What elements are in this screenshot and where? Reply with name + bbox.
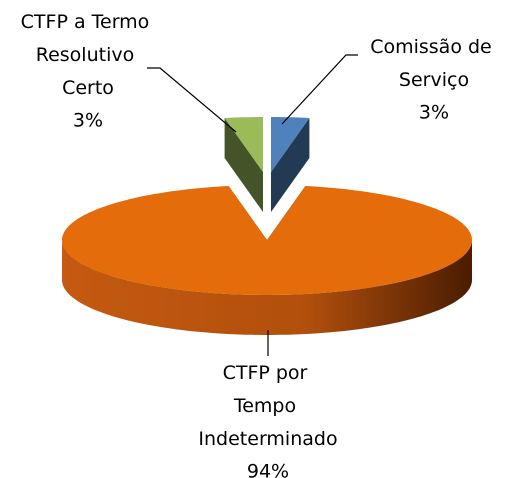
slice-top: [62, 186, 472, 295]
slice-label: CTFP a Termo Resolutivo Certo: [21, 11, 156, 99]
value-label: 3%: [73, 110, 103, 132]
slice-top: [271, 117, 310, 172]
leader-line: [147, 67, 237, 133]
slice-wall: [62, 240, 472, 335]
leader-line: [281, 54, 358, 125]
value-label: 94%: [247, 461, 289, 478]
value-label: 3%: [419, 102, 449, 124]
slice-side: [224, 118, 263, 212]
slice-side: [271, 118, 310, 212]
slice-label: Comissão de Serviço: [370, 36, 498, 91]
slice: [62, 186, 472, 335]
slice-label: CTFP por Tempo Indeterminado: [198, 362, 337, 450]
slice: [271, 117, 310, 212]
